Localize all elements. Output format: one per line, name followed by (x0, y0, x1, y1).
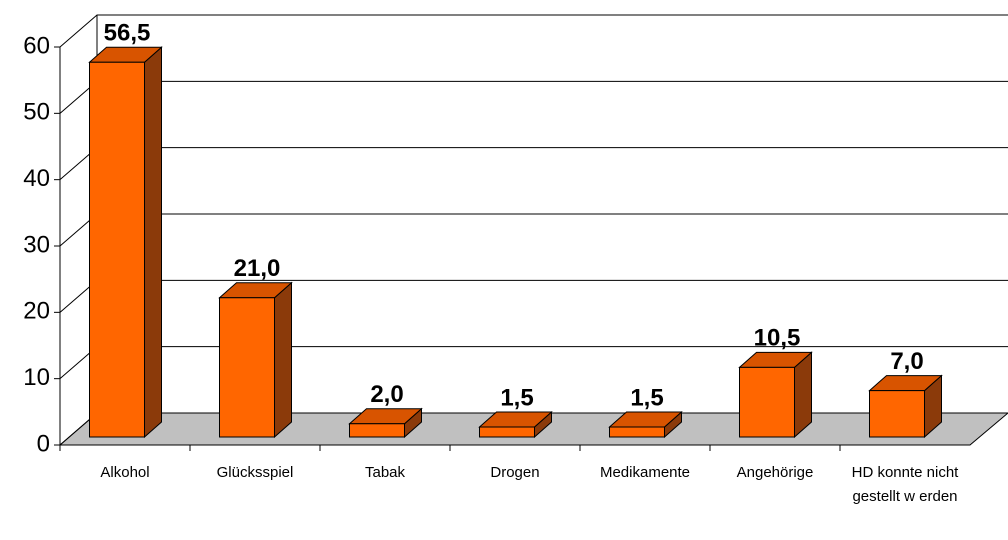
bar-front (219, 297, 275, 438)
grid-line (59, 80, 1008, 114)
grid-line (59, 147, 1008, 181)
x-tick-label: HD konnte nicht gestellt w erden (851, 464, 959, 505)
bar (218, 281, 293, 439)
value-label: 56,5 (104, 20, 151, 47)
bar-front (479, 426, 535, 438)
x-tick-label: Drogen (490, 464, 540, 481)
bar-front (609, 426, 665, 438)
x-tick-label: Alkohol (100, 464, 150, 481)
grid-line (59, 213, 1008, 247)
bar-front (89, 61, 145, 438)
value-label: 21,0 (234, 255, 281, 282)
bar-front (869, 390, 925, 438)
y-tick-label: 0 (37, 430, 50, 457)
bar-front (349, 423, 405, 438)
value-label: 7,0 (890, 348, 923, 375)
bar (348, 407, 423, 439)
y-tick-label: 20 (23, 298, 50, 325)
bar (88, 46, 163, 439)
y-tick-label: 60 (23, 32, 50, 59)
y-tick-label: 40 (23, 165, 50, 192)
y-tick-label: 10 (23, 364, 50, 391)
x-tick-label: Medikamente (599, 464, 691, 481)
grid-line (59, 14, 1008, 48)
bar-front (739, 366, 795, 438)
bar (868, 374, 943, 439)
grid-line (59, 346, 1008, 380)
y-tick-label: 30 (23, 231, 50, 258)
value-label: 10,5 (754, 325, 801, 352)
bar (738, 351, 813, 439)
x-tick-label: Glücksspiel (216, 464, 294, 481)
bar (608, 410, 683, 439)
grid-line (59, 279, 1008, 313)
value-label: 1,5 (630, 384, 663, 411)
bar-side (274, 281, 292, 439)
value-label: 2,0 (370, 381, 403, 408)
x-tick-label: Angehörige (736, 464, 814, 481)
value-label: 1,5 (500, 384, 533, 411)
bar (478, 410, 553, 439)
x-tick-label: Tabak (364, 464, 406, 481)
y-tick-label: 50 (23, 99, 50, 126)
bar-side (144, 46, 162, 439)
